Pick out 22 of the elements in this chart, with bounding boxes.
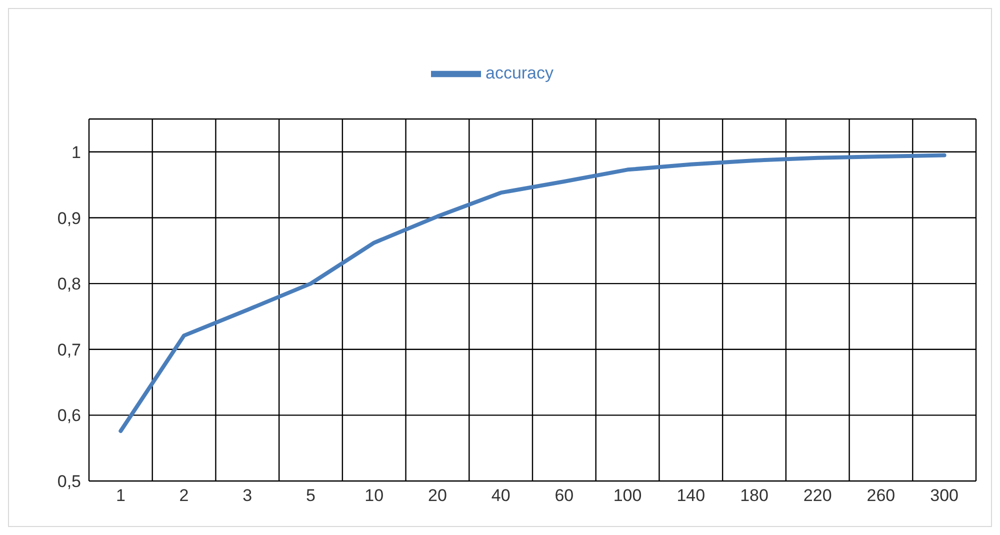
x-tick-label: 180 — [740, 486, 768, 506]
x-tick-label: 60 — [554, 486, 574, 506]
x-tick-label: 1 — [116, 486, 126, 506]
x-tick-label: 20 — [428, 486, 447, 506]
x-tick-label: 2 — [179, 486, 189, 506]
x-tick-label: 260 — [866, 486, 896, 506]
x-tick-label: 10 — [364, 486, 384, 506]
x-tick-label: 300 — [930, 486, 959, 506]
y-tick-label: 1 — [72, 142, 81, 162]
y-tick-label: 0,7 — [57, 340, 81, 360]
x-tick-label: 40 — [491, 486, 510, 506]
line-series — [118, 153, 946, 433]
x-tick-label: 5 — [306, 486, 316, 506]
x-tick-label: 100 — [613, 486, 642, 506]
y-tick-label: 0,5 — [57, 472, 81, 492]
x-tick-label: 140 — [676, 486, 706, 506]
x-tick-label: 220 — [803, 486, 832, 506]
legend-label: accuracy — [485, 63, 554, 82]
y-tick-label: 0,9 — [57, 208, 81, 228]
y-tick-label: 0,8 — [57, 274, 81, 294]
y-tick-label: 0,6 — [57, 406, 81, 426]
x-tick-label: 3 — [242, 486, 252, 506]
